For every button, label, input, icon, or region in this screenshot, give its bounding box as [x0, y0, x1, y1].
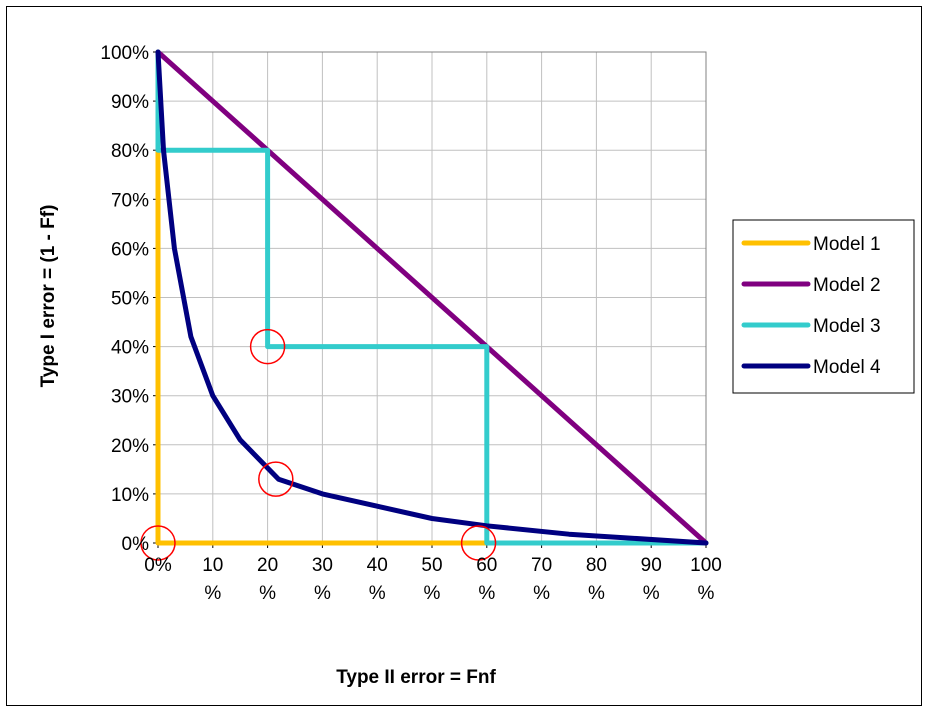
legend-label-model-1: Model 1 — [813, 234, 881, 255]
annotation-circle — [249, 328, 286, 365]
x-tick-label: 30% — [312, 555, 333, 604]
y-tick-label: 80% — [111, 141, 149, 162]
axes — [153, 51, 707, 548]
x-tick-label: 100% — [690, 555, 722, 604]
y-tick-label: 40% — [111, 338, 149, 359]
annotation-circle — [460, 525, 497, 561]
y-tick-label: 90% — [111, 92, 149, 113]
y-tick-label: 50% — [111, 289, 149, 310]
x-tick-label: 0% — [144, 555, 172, 576]
legend-label-model-3: Model 3 — [813, 316, 881, 337]
y-tick-label: 100% — [100, 43, 149, 64]
y-tick-label: 70% — [111, 190, 149, 211]
y-tick-label: 0% — [122, 534, 150, 555]
annotation-circle — [140, 525, 176, 561]
series-line-model-2 — [155, 49, 709, 546]
tick-labels: 0% 10% 20% 30% 40% 50% 60% 70% 80% 90% 100% 0% 10 % 20… — [100, 43, 721, 604]
y-tick-label: 10% — [111, 485, 149, 506]
series-line-model-4 — [155, 49, 709, 546]
x-tick-label: 60% — [476, 555, 497, 604]
annotation-circle — [258, 461, 294, 497]
x-tick-label: 20% — [257, 555, 278, 604]
x-tick-label: 70% — [531, 555, 552, 604]
x-tick-label: 80% — [586, 555, 607, 604]
y-tick-label: 60% — [111, 239, 149, 260]
x-tick-label: 10% — [202, 555, 223, 604]
y-tick-label: 30% — [111, 387, 149, 408]
y-axis-title: Type I error = (1 - Ff) — [38, 205, 59, 388]
annotation-circles — [140, 328, 497, 561]
x-tick-label: 50% — [421, 555, 442, 604]
x-axis-title: Type II error = Fnf — [336, 667, 496, 688]
x-tick-label: 90% — [641, 555, 662, 604]
y-tick-label: 20% — [111, 436, 149, 457]
legend: Model 1 Model 2 Model 3 Model 4 — [732, 219, 915, 394]
legend-label-model-2: Model 2 — [813, 275, 881, 296]
series-line-model-3 — [155, 49, 709, 546]
series-lines — [155, 49, 709, 546]
x-tick-label: 40% — [367, 555, 388, 604]
legend-label-model-4: Model 4 — [813, 357, 881, 378]
